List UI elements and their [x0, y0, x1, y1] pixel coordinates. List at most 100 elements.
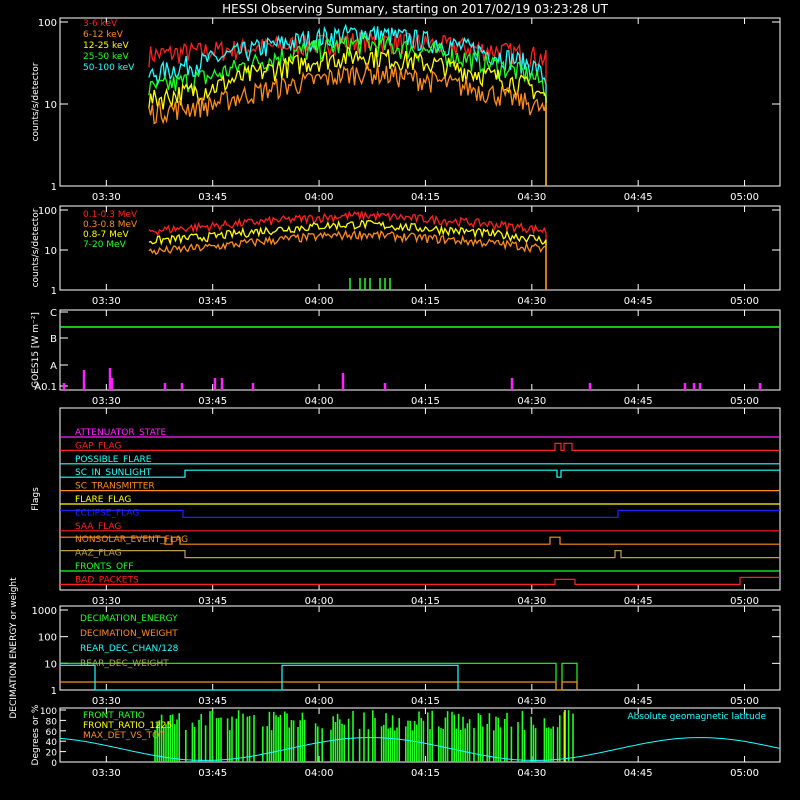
legend-entry: 3-6 keV — [83, 19, 118, 29]
legend-entry: 7-20 MeV — [83, 240, 127, 250]
series-line — [148, 219, 547, 290]
y-tick-label: 100 — [38, 18, 57, 29]
y-tick-label: 10 — [44, 659, 57, 670]
flag-label: NONSOLAR_EVENT_FLAG — [75, 535, 188, 545]
legend-entry: DECIMATION_WEIGHT — [80, 629, 178, 639]
x-tick-label: 04:00 — [305, 396, 334, 407]
legend-entry: REAR_DEC_WEIGHT — [80, 659, 169, 669]
series-line — [148, 46, 547, 186]
legend-entry: FRONT_RATIO_1225 — [83, 721, 172, 731]
y-tick-label: C — [50, 308, 57, 319]
x-tick-label: 04:15 — [411, 696, 440, 707]
geomag-latitude-line — [59, 737, 781, 761]
x-tick-label: 04:30 — [517, 596, 546, 607]
x-tick-label: 03:45 — [198, 192, 227, 203]
x-tick-label: 04:30 — [517, 192, 546, 203]
x-tick-label: 04:45 — [624, 596, 653, 607]
y-tick-label: 100 — [40, 707, 57, 717]
series-line — [148, 62, 547, 186]
y-tick-label: 1000 — [32, 606, 57, 617]
flag-label: BAD_PACKETS — [75, 575, 139, 585]
x-tick-label: 04:15 — [411, 296, 440, 307]
flag-label: POSSIBLE_FLARE — [75, 455, 152, 465]
flag-line — [60, 509, 780, 518]
x-tick-label: 05:00 — [730, 696, 759, 707]
flag-line — [60, 469, 780, 478]
y-tick-label: 1 — [51, 286, 57, 297]
x-tick-label: 04:00 — [305, 696, 334, 707]
series-line — [148, 33, 547, 186]
y-tick-label: 10 — [44, 246, 57, 257]
y-axis-label: DECIMATION ENERGY or weight — [9, 577, 19, 719]
y-tick-label: B — [50, 334, 57, 345]
y-axis-label: Flags — [31, 487, 41, 511]
x-tick-label: 03:30 — [92, 768, 121, 779]
x-tick-label: 04:15 — [411, 192, 440, 203]
x-tick-label: 05:00 — [730, 596, 759, 607]
flag-label: SC_TRANSMITTER — [75, 482, 155, 492]
x-tick-label: 04:00 — [305, 296, 334, 307]
y-tick-label: 40 — [46, 738, 58, 748]
x-tick-label: 04:15 — [411, 768, 440, 779]
x-tick-label: 04:00 — [305, 596, 334, 607]
series-line — [148, 23, 547, 186]
x-tick-label: 03:45 — [198, 768, 227, 779]
panel-frame — [59, 17, 781, 187]
y-tick-label: 1 — [51, 182, 57, 193]
x-tick-label: 03:45 — [198, 696, 227, 707]
legend-entry: 0.3-0.8 MeV — [83, 220, 138, 230]
x-tick-label: 04:45 — [624, 192, 653, 203]
y-tick-label: 80 — [46, 717, 58, 727]
y-tick-label: 60 — [46, 728, 58, 738]
y-tick-label: 10 — [44, 100, 57, 111]
panel-frame — [59, 407, 781, 591]
decimation-weight-line — [60, 681, 578, 691]
x-tick-label: 04:15 — [411, 396, 440, 407]
rear-dec-line — [60, 664, 459, 691]
legend-entry: FRONT_RATIO — [83, 711, 145, 721]
x-tick-label: 03:30 — [92, 296, 121, 307]
legend-entry: 12-25 keV — [83, 41, 129, 51]
flag-label: SC_IN_SUNLIGHT — [75, 468, 152, 478]
y-tick-label: 1 — [51, 686, 57, 697]
x-tick-label: 05:00 — [730, 396, 759, 407]
flag-line — [60, 550, 780, 559]
series-line — [148, 31, 547, 186]
panel-frame — [59, 707, 781, 763]
x-tick-label: 04:30 — [517, 296, 546, 307]
series-line — [148, 210, 547, 290]
flag-label: GAP_FLAG — [75, 441, 121, 451]
x-tick-label: 04:45 — [624, 696, 653, 707]
panel-frame — [59, 605, 781, 691]
y-axis-label: counts/s/detector — [31, 208, 41, 287]
legend-entry: MAX_DET_VS_TOT — [83, 731, 165, 741]
x-tick-label: 04:45 — [624, 396, 653, 407]
x-tick-label: 04:30 — [517, 396, 546, 407]
legend-entry: 0.8-7 MeV — [83, 230, 129, 240]
flag-label: FLARE_FLAG — [75, 495, 131, 505]
flag-line — [60, 576, 780, 585]
y-tick-label: 100 — [38, 633, 57, 644]
flag-label: FRONTS_OFF — [75, 562, 133, 572]
x-tick-label: 04:00 — [305, 768, 334, 779]
x-tick-label: 03:30 — [92, 192, 121, 203]
x-tick-label: 05:00 — [730, 296, 759, 307]
y-tick-label: 100 — [38, 206, 57, 217]
x-tick-label: 04:15 — [411, 596, 440, 607]
flag-line — [60, 536, 780, 545]
x-tick-label: 03:45 — [198, 296, 227, 307]
x-tick-label: 05:00 — [730, 192, 759, 203]
legend-entry: 50-100 keV — [83, 63, 135, 73]
legend-entry: REAR_DEC_CHAN/128 — [80, 644, 179, 654]
x-tick-label: 04:00 — [305, 192, 334, 203]
x-tick-label: 04:45 — [624, 768, 653, 779]
x-tick-label: 03:30 — [92, 696, 121, 707]
legend-entry: Absolute geomagnetic latitude — [627, 712, 766, 722]
panel-frame — [59, 309, 781, 391]
plot-root: 03:30 03:45 04:00 04:15 04:30 04:45 05:00 count… — [9, 17, 781, 779]
figure-title: HESSI Observing Summary, starting on 201… — [222, 2, 608, 16]
flag-label: AAZ_FLAG — [75, 549, 122, 559]
y-axis-label: counts/s/detector — [31, 62, 41, 141]
